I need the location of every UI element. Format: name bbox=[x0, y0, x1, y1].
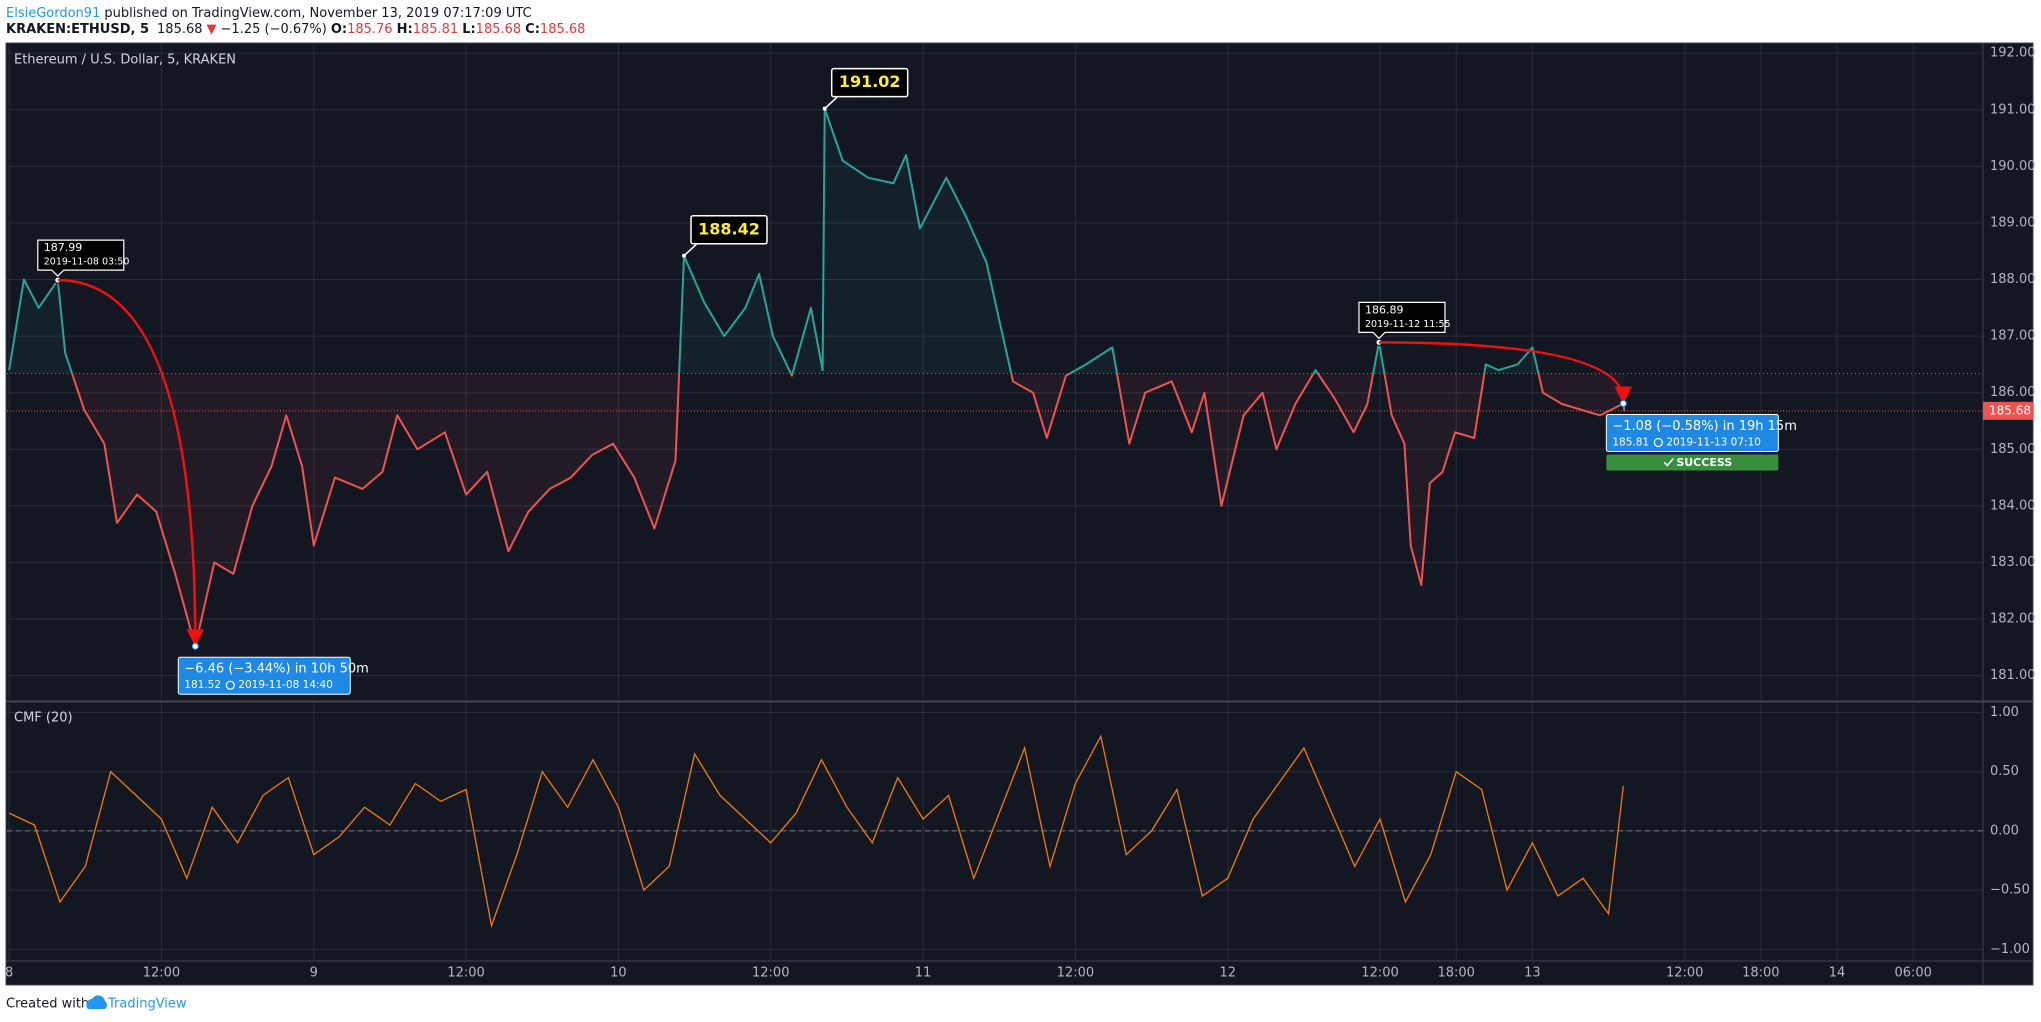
symbol-line: KRAKEN:ETHUSD, 5 185.68 ▼ −1.25 (−0.67%) O:1… bbox=[6, 22, 585, 37]
projection-label: −6.46 (−3.44%) in 10h 50m bbox=[184, 662, 369, 677]
ohlc-value: 185.68 bbox=[540, 22, 586, 37]
y-tick-label: 188.00 bbox=[1990, 272, 2036, 287]
published: published on TradingView.com, November 1… bbox=[104, 6, 531, 21]
status-label: SUCCESS bbox=[1676, 456, 1732, 469]
chart-background bbox=[5, 42, 2034, 986]
plot-layer: 8 12:00 9 12:00 10 12:00 11 12:00 12 12:00 18:00 13… bbox=[5, 43, 2036, 985]
projection-arrow bbox=[57, 278, 205, 647]
check-icon bbox=[1663, 457, 1674, 467]
ohlc-key: L: bbox=[462, 22, 475, 37]
flag-box bbox=[690, 215, 768, 245]
anchor-point bbox=[191, 642, 199, 650]
x-tick-label: 10 bbox=[610, 966, 627, 981]
x-tick-label: 12:00 bbox=[447, 966, 484, 981]
callout-price: 186.89 bbox=[1365, 303, 1404, 316]
projection-arrow bbox=[1378, 341, 1633, 404]
y-tick-label: 191.00 bbox=[1990, 102, 2036, 117]
x-tick-label: 18:00 bbox=[1742, 966, 1779, 981]
projection-time: 2019-11-13 07:10 bbox=[1666, 436, 1761, 448]
callout-time: 2019-11-12 11:55 bbox=[1365, 319, 1451, 330]
ohlc-value: 185.76 bbox=[347, 22, 393, 37]
x-tick-label: 12:00 bbox=[1666, 966, 1703, 981]
x-tick-label: 9 bbox=[310, 966, 318, 981]
panel-title: Ethereum / U.S. Dollar, 5, KRAKEN bbox=[14, 53, 236, 68]
ohlc-value: 185.81 bbox=[413, 22, 459, 37]
y-tick-label: 185.00 bbox=[1990, 442, 2036, 457]
x-tick-label: 12 bbox=[1219, 966, 1236, 981]
footer-text: Created with bbox=[6, 997, 89, 1012]
y-tick-label: 1.00 bbox=[1990, 705, 2019, 720]
x-tick-label: 06:00 bbox=[1894, 966, 1931, 981]
y-tick-label: 190.00 bbox=[1990, 159, 2036, 174]
clock-icon bbox=[225, 680, 235, 690]
status-box bbox=[1606, 454, 1779, 471]
direction: ▼ bbox=[207, 22, 217, 37]
clock-icon bbox=[1653, 437, 1663, 448]
y-tick-label: −1.00 bbox=[1990, 942, 2030, 957]
last-price: 185.68 bbox=[157, 22, 203, 37]
y-tick-label: −0.50 bbox=[1990, 883, 2030, 898]
flag-pointer bbox=[683, 242, 699, 257]
projection-label: −1.08 (−0.58%) in 19h 15m bbox=[1612, 419, 1797, 434]
flag-box bbox=[830, 67, 909, 98]
ohlc-key: O: bbox=[331, 22, 347, 37]
y-tick-label: 181.00 bbox=[1990, 668, 2036, 683]
indicator-line bbox=[8, 734, 1624, 929]
projection-box bbox=[177, 656, 351, 695]
x-tick-label: 18:00 bbox=[1437, 966, 1474, 981]
brand-logo bbox=[86, 995, 108, 1009]
y-tick-label: 0.00 bbox=[1990, 823, 2019, 838]
x-tick-label: 12:00 bbox=[752, 966, 789, 981]
callout-time: 2019-11-08 03:50 bbox=[44, 257, 130, 268]
panel-title: CMF (20) bbox=[14, 711, 73, 726]
x-tick-label: 12:00 bbox=[1057, 966, 1094, 981]
last-price-label: 185.68 bbox=[1989, 403, 2031, 417]
price-line bbox=[8, 107, 1626, 648]
callout-box bbox=[37, 239, 125, 277]
x-tick-label: 12:00 bbox=[143, 966, 180, 981]
symbol: KRAKEN:ETHUSD, 5 bbox=[6, 22, 149, 37]
x-tick-label: 11 bbox=[915, 966, 932, 981]
y-tick-label: 186.00 bbox=[1990, 385, 2036, 400]
y-tick-label: 183.00 bbox=[1990, 555, 2036, 570]
ohlc-value: 185.68 bbox=[476, 22, 522, 37]
projection-time: 2019-11-08 14:40 bbox=[238, 679, 333, 691]
header-line: ElsieGordon91 published on TradingView.co… bbox=[6, 6, 532, 21]
y-tick-label: 187.00 bbox=[1990, 329, 2036, 344]
ohlc-key: C: bbox=[525, 22, 540, 37]
x-tick-label: 14 bbox=[1829, 966, 1846, 981]
callout-price: 187.99 bbox=[44, 241, 83, 254]
change: −1.25 (−0.67%) bbox=[221, 22, 327, 37]
x-tick-label: 13 bbox=[1524, 966, 1541, 981]
y-tick-label: 0.50 bbox=[1990, 764, 2019, 779]
y-tick-label: 189.00 bbox=[1990, 215, 2036, 230]
projection-box bbox=[1605, 413, 1779, 452]
flag-label: 188.42 bbox=[698, 219, 760, 238]
flag-label: 191.02 bbox=[839, 72, 901, 91]
ohlc-key: H: bbox=[397, 22, 413, 37]
anchor-point bbox=[1619, 399, 1627, 407]
anchor-point bbox=[682, 253, 687, 258]
y-tick-label: 182.00 bbox=[1990, 612, 2036, 627]
x-tick-label: 12:00 bbox=[1361, 966, 1398, 981]
x-tick-label: 8 bbox=[5, 966, 13, 981]
y-tick-label: 192.00 bbox=[1990, 46, 2036, 61]
callout-box bbox=[1358, 301, 1446, 340]
projection-price: 185.81 bbox=[1612, 436, 1649, 448]
footer-brand[interactable]: TradingView bbox=[107, 997, 187, 1012]
flag-pointer bbox=[824, 95, 840, 110]
anchor-point bbox=[822, 106, 827, 111]
area-fill bbox=[9, 108, 1625, 647]
author[interactable]: ElsieGordon91 bbox=[6, 6, 100, 21]
last-price-box bbox=[1983, 401, 2033, 420]
y-tick-label: 184.00 bbox=[1990, 498, 2036, 513]
projection-price: 181.52 bbox=[184, 679, 221, 691]
